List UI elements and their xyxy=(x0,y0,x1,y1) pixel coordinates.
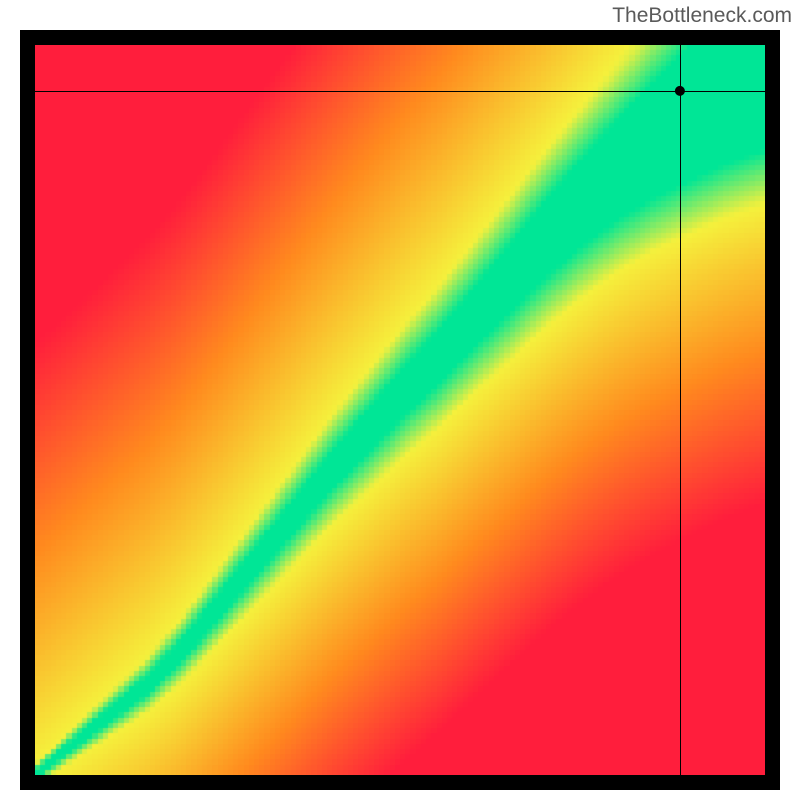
watermark: TheBottleneck.com xyxy=(612,4,792,28)
plot-area xyxy=(35,45,765,775)
plot-border xyxy=(20,30,780,790)
heatmap-canvas xyxy=(35,45,765,775)
